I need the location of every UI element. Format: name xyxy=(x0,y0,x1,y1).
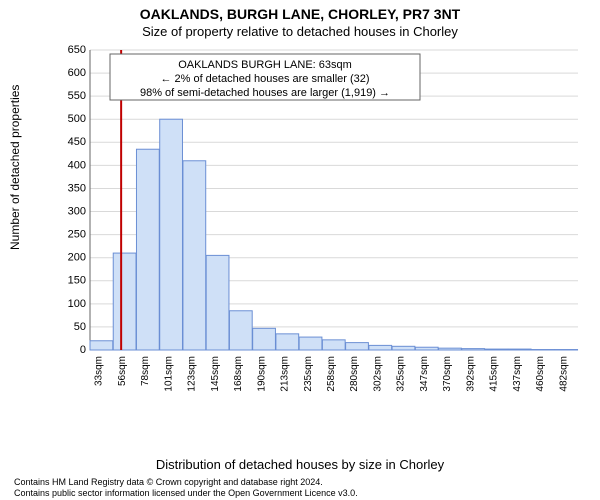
svg-text:450: 450 xyxy=(68,136,86,148)
svg-text:400: 400 xyxy=(68,159,86,171)
bar xyxy=(392,346,415,350)
bar xyxy=(253,328,276,350)
svg-text:← 2% of detached houses are sm: ← 2% of detached houses are smaller (32) xyxy=(160,73,369,85)
bar xyxy=(346,343,369,350)
svg-text:300: 300 xyxy=(68,205,86,217)
svg-text:250: 250 xyxy=(68,229,86,241)
svg-text:98% of semi-detached houses ar: 98% of semi-detached houses are larger (… xyxy=(140,87,390,99)
chart-subtitle: Size of property relative to detached ho… xyxy=(0,24,600,39)
svg-text:302sqm: 302sqm xyxy=(372,356,383,392)
svg-text:392sqm: 392sqm xyxy=(465,356,476,392)
svg-text:415sqm: 415sqm xyxy=(489,356,500,392)
bar xyxy=(276,334,299,350)
svg-text:460sqm: 460sqm xyxy=(535,356,546,392)
svg-text:33sqm: 33sqm xyxy=(94,356,105,386)
svg-text:213sqm: 213sqm xyxy=(280,356,291,392)
svg-text:437sqm: 437sqm xyxy=(512,356,523,392)
chart-svg: 0 50 100 150 200 250 300 350 400 450 500 550 600 650 3… xyxy=(60,44,584,400)
bar xyxy=(508,349,531,350)
svg-text:347sqm: 347sqm xyxy=(419,356,430,392)
footnote-line1: Contains HM Land Registry data © Crown c… xyxy=(14,477,323,487)
chart-plot-area: 0 50 100 150 200 250 300 350 400 450 500 550 600 650 3… xyxy=(60,44,584,400)
bar xyxy=(160,119,183,350)
bar xyxy=(439,348,462,350)
svg-text:650: 650 xyxy=(68,44,86,56)
bar xyxy=(462,349,485,350)
bar xyxy=(206,255,229,350)
chart-title: OAKLANDS, BURGH LANE, CHORLEY, PR7 3NT xyxy=(0,6,600,22)
svg-text:235sqm: 235sqm xyxy=(303,356,314,392)
svg-text:OAKLANDS BURGH LANE: 63sqm: OAKLANDS BURGH LANE: 63sqm xyxy=(178,59,352,71)
bar xyxy=(113,253,136,350)
bar xyxy=(485,349,508,350)
svg-text:350: 350 xyxy=(68,182,86,194)
svg-text:101sqm: 101sqm xyxy=(163,356,174,392)
svg-text:500: 500 xyxy=(68,113,86,125)
footnote: Contains HM Land Registry data © Crown c… xyxy=(14,477,586,498)
bar xyxy=(136,149,159,350)
svg-text:280sqm: 280sqm xyxy=(349,356,360,392)
bar xyxy=(299,337,322,350)
bar xyxy=(369,345,392,350)
bar xyxy=(415,347,438,350)
svg-text:325sqm: 325sqm xyxy=(396,356,407,392)
svg-text:168sqm: 168sqm xyxy=(233,356,244,392)
svg-text:56sqm: 56sqm xyxy=(117,356,128,386)
y-axis-label: Number of detached properties xyxy=(8,85,22,250)
svg-text:78sqm: 78sqm xyxy=(140,356,151,386)
svg-text:190sqm: 190sqm xyxy=(256,356,267,392)
svg-text:550: 550 xyxy=(68,90,86,102)
x-axis-label: Distribution of detached houses by size … xyxy=(0,457,600,472)
svg-text:100: 100 xyxy=(68,298,86,310)
bar xyxy=(229,311,252,350)
svg-text:600: 600 xyxy=(68,67,86,79)
svg-text:370sqm: 370sqm xyxy=(442,356,453,392)
svg-text:0: 0 xyxy=(80,344,86,356)
bar xyxy=(183,161,206,350)
svg-text:258sqm: 258sqm xyxy=(326,356,337,392)
svg-text:200: 200 xyxy=(68,252,86,264)
svg-text:145sqm: 145sqm xyxy=(210,356,221,392)
svg-text:123sqm: 123sqm xyxy=(187,356,198,392)
footnote-line2: Contains public sector information licen… xyxy=(14,488,358,498)
svg-text:150: 150 xyxy=(68,275,86,287)
bar xyxy=(322,340,345,350)
svg-text:50: 50 xyxy=(74,321,86,333)
svg-text:482sqm: 482sqm xyxy=(558,356,569,392)
bar xyxy=(90,341,113,350)
